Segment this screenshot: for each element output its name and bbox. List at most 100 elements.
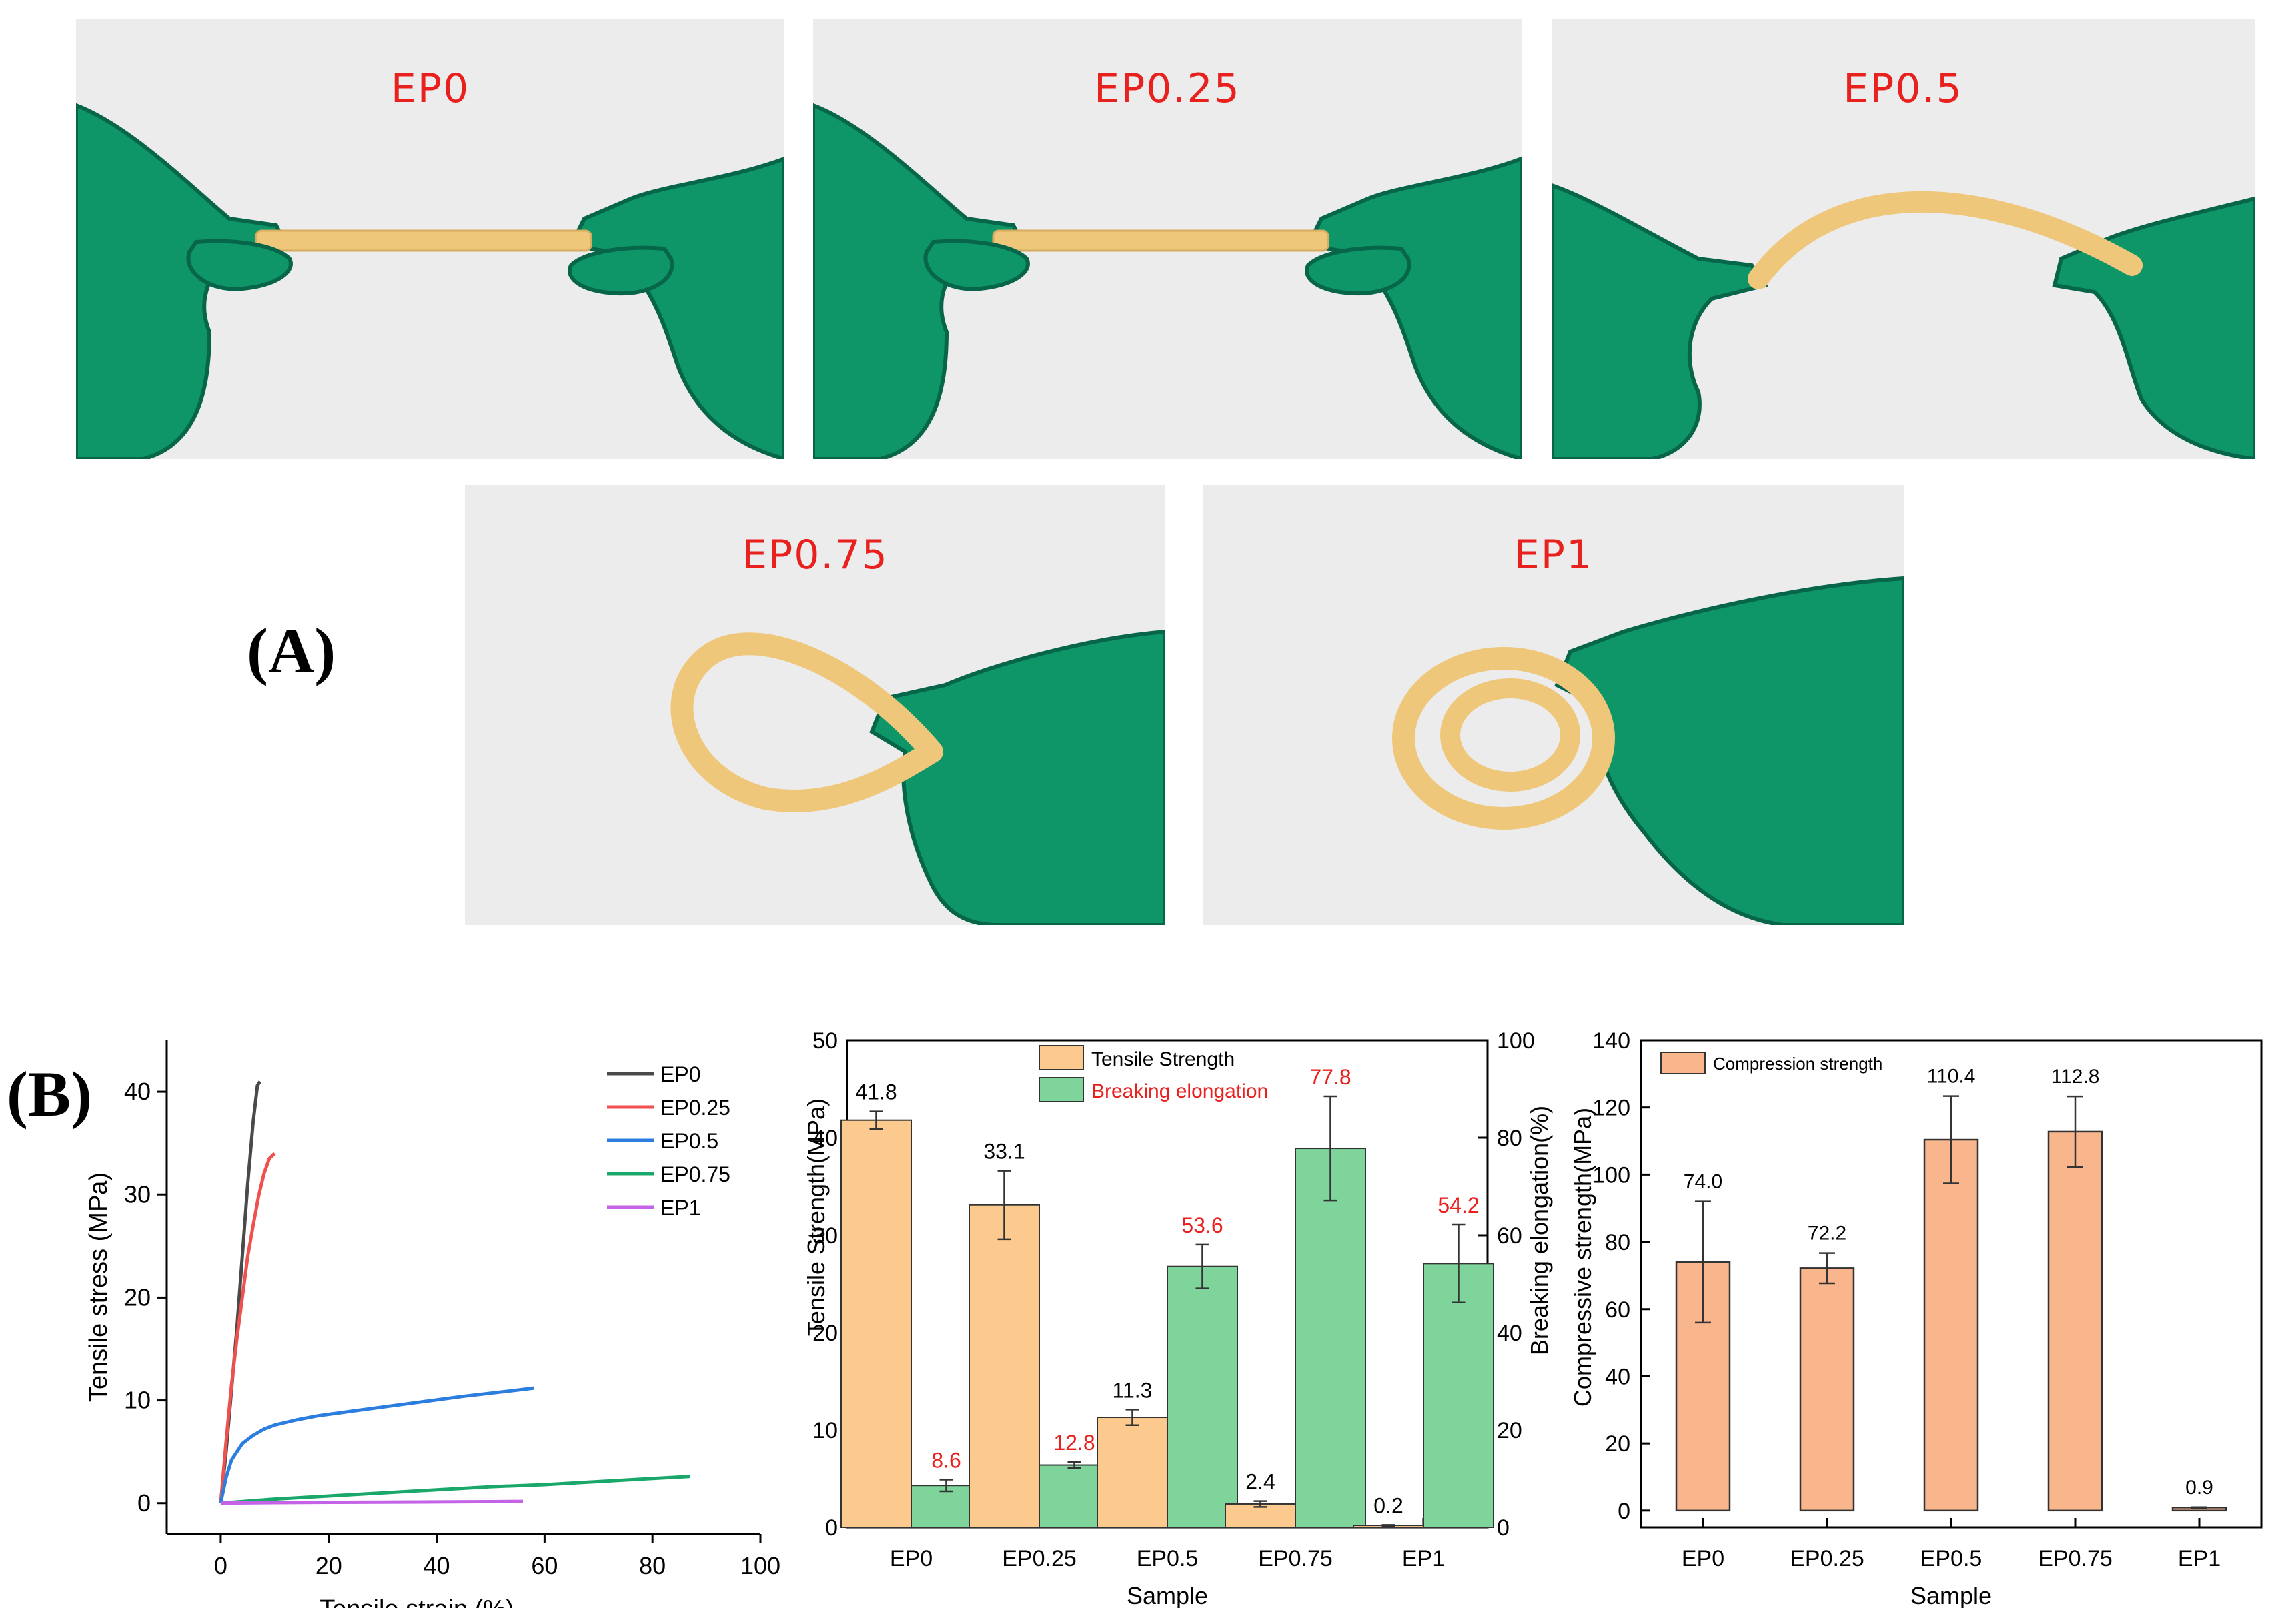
y-right-tick-label: 20	[1497, 1418, 1522, 1443]
bar-compression-EP0.75	[2047, 1130, 2103, 1512]
y-tick-label: 40	[812, 1126, 838, 1151]
legend-swatch	[1039, 1077, 1084, 1102]
x-tick-label: 100	[740, 1552, 780, 1579]
photo-label: EP1	[1514, 532, 1594, 578]
legend-label: Compression strength	[1713, 1054, 1882, 1074]
data-label-elongation: 77.8	[1309, 1065, 1351, 1089]
y-axis-label: Tensile Strength(MPa)	[802, 1098, 830, 1336]
series-line-EP0.25	[219, 1152, 276, 1503]
data-label-compression: 110.4	[1927, 1066, 1976, 1088]
legend-label: EP0.75	[660, 1162, 730, 1186]
x-tick-label: 80	[639, 1552, 666, 1579]
bar-compression-EP0	[1675, 1261, 1731, 1512]
photo-ep0-25: EP0.25	[813, 19, 1522, 459]
x-tick-label: EP0.5	[1137, 1546, 1199, 1571]
x-axis-label: Sample	[1910, 1582, 1992, 1608]
sample-coil-inner	[1440, 678, 1580, 792]
y-tick-label: 0	[825, 1515, 838, 1541]
legend-label: Tensile Strength	[1091, 1048, 1235, 1070]
tensile-elongation-chart: 0 10 20 30 40 50 0 20 40 60 80 100 Tensile Strength(…	[787, 1014, 1554, 1608]
bar-compression-EP0.5	[1923, 1138, 1979, 1512]
x-tick-label: 40	[424, 1552, 450, 1579]
data-label-elongation: 8.6	[931, 1448, 961, 1472]
data-label-tensile: 33.1	[983, 1140, 1025, 1164]
panel-b-letter: (B)	[7, 1058, 92, 1130]
left-glove	[1552, 183, 1768, 459]
legend-label: EP0	[660, 1062, 700, 1086]
bar-compression-EP0.25	[1799, 1267, 1855, 1512]
data-label-elongation: 54.2	[1438, 1193, 1479, 1217]
y-tick-label: 0	[137, 1489, 151, 1517]
data-label-tensile: 41.8	[855, 1080, 897, 1104]
y-tick-label: 140	[1592, 1028, 1630, 1054]
sample-loop	[670, 632, 943, 812]
bar-elongation-EP0.5	[1167, 1265, 1238, 1528]
x-tick-label: EP0.75	[2038, 1546, 2113, 1571]
series-line-EP0.75	[220, 1475, 690, 1505]
stress-strain-chart: 0 20 40 60 80 100 0 10 20 30 40 Tensile strain (%) T…	[0, 1014, 787, 1608]
photo-ep1: EP1	[1203, 485, 1904, 925]
y-tick-label: 40	[124, 1078, 151, 1105]
right-glove	[869, 629, 1165, 925]
right-thumb	[1305, 245, 1411, 296]
left-thumb	[186, 239, 293, 291]
y-tick-label: 10	[124, 1387, 151, 1414]
x-tick-label: EP1	[2178, 1546, 2221, 1571]
data-label-compression: 74.0	[1684, 1171, 1722, 1193]
sample-strip	[255, 229, 592, 252]
x-axis-label: Tensile strain (%)	[320, 1595, 514, 1608]
photo-ep0-5: EP0.5	[1552, 19, 2255, 459]
bar-elongation-EP1	[1423, 1263, 1494, 1528]
y-tick-label: 30	[812, 1223, 838, 1249]
panel-a-letter: (A)	[247, 615, 336, 686]
photo-illustration	[1203, 485, 1904, 925]
photo-ep0-75: EP0.75	[465, 485, 1165, 925]
right-thumb	[568, 245, 674, 296]
x-tick-label: 20	[316, 1552, 342, 1579]
data-label-elongation: 12.8	[1053, 1431, 1095, 1455]
y-tick-label: 20	[812, 1321, 838, 1346]
y-tick-label: 60	[1605, 1297, 1630, 1323]
photo-illustration	[465, 485, 1165, 925]
y-right-tick-label: 40	[1497, 1321, 1522, 1346]
data-label-compression: 0.9	[2185, 1477, 2213, 1499]
y-tick-label: 120	[1592, 1096, 1630, 1121]
x-tick-label: EP0	[890, 1546, 933, 1571]
sample-coil-outer	[1392, 647, 1615, 830]
y-tick-label: 10	[812, 1418, 838, 1443]
x-tick-label: EP0.5	[1920, 1546, 1982, 1571]
chart-svg: 0 10 20 30 40 50 0 20 40 60 80 100 Tensile Strength(…	[802, 1028, 1553, 1608]
bar-tensile-EP0.25	[969, 1204, 1040, 1528]
bar-tensile-EP0	[840, 1119, 912, 1529]
bar-elongation-EP0.75	[1295, 1148, 1366, 1528]
series-line-EP1	[220, 1499, 524, 1505]
sample-strip	[992, 229, 1329, 252]
legend-swatch	[1039, 1045, 1084, 1070]
chart-svg: 0 20 40 60 80 100 120 140 Compressive strength(M…	[1569, 1028, 2263, 1608]
chart-svg: 0 20 40 60 80 100 0 10 20 30 40 Tensile strain (%) T…	[85, 1040, 780, 1608]
x-tick-label: EP1	[1402, 1546, 1445, 1571]
y-tick-label: 0	[1618, 1499, 1630, 1524]
right-glove	[1305, 156, 1522, 459]
x-tick-label: EP0	[1682, 1546, 1724, 1571]
photo-label: EP0.5	[1843, 65, 1963, 112]
sample-strip	[1748, 191, 2143, 289]
data-label-elongation: 53.6	[1181, 1213, 1223, 1237]
y-tick-label: 20	[1605, 1431, 1630, 1457]
y-axis-label: Compressive strength(MPa)	[1569, 1108, 1596, 1407]
y-right-tick-label: 0	[1497, 1515, 1510, 1541]
y-tick-label: 20	[124, 1283, 151, 1311]
legend-label: Breaking elongation	[1091, 1080, 1268, 1102]
photo-label: EP0	[390, 65, 470, 112]
y-right-axis-label: Breaking elongation(%)	[1526, 1106, 1553, 1355]
photo-label: EP0.75	[742, 532, 889, 578]
y-right-tick-label: 80	[1497, 1126, 1522, 1151]
series-line-EP0.5	[219, 1386, 534, 1504]
x-axis-label: Sample	[1127, 1582, 1208, 1608]
legend-swatch	[1660, 1052, 1706, 1074]
data-label-tensile: 11.3	[1113, 1378, 1153, 1402]
data-label-tensile: 0.2	[1373, 1493, 1403, 1517]
photo-ep0: EP0	[76, 19, 784, 459]
photo-label: EP0.25	[1094, 65, 1241, 112]
data-label-tensile: 2.4	[1245, 1470, 1275, 1494]
